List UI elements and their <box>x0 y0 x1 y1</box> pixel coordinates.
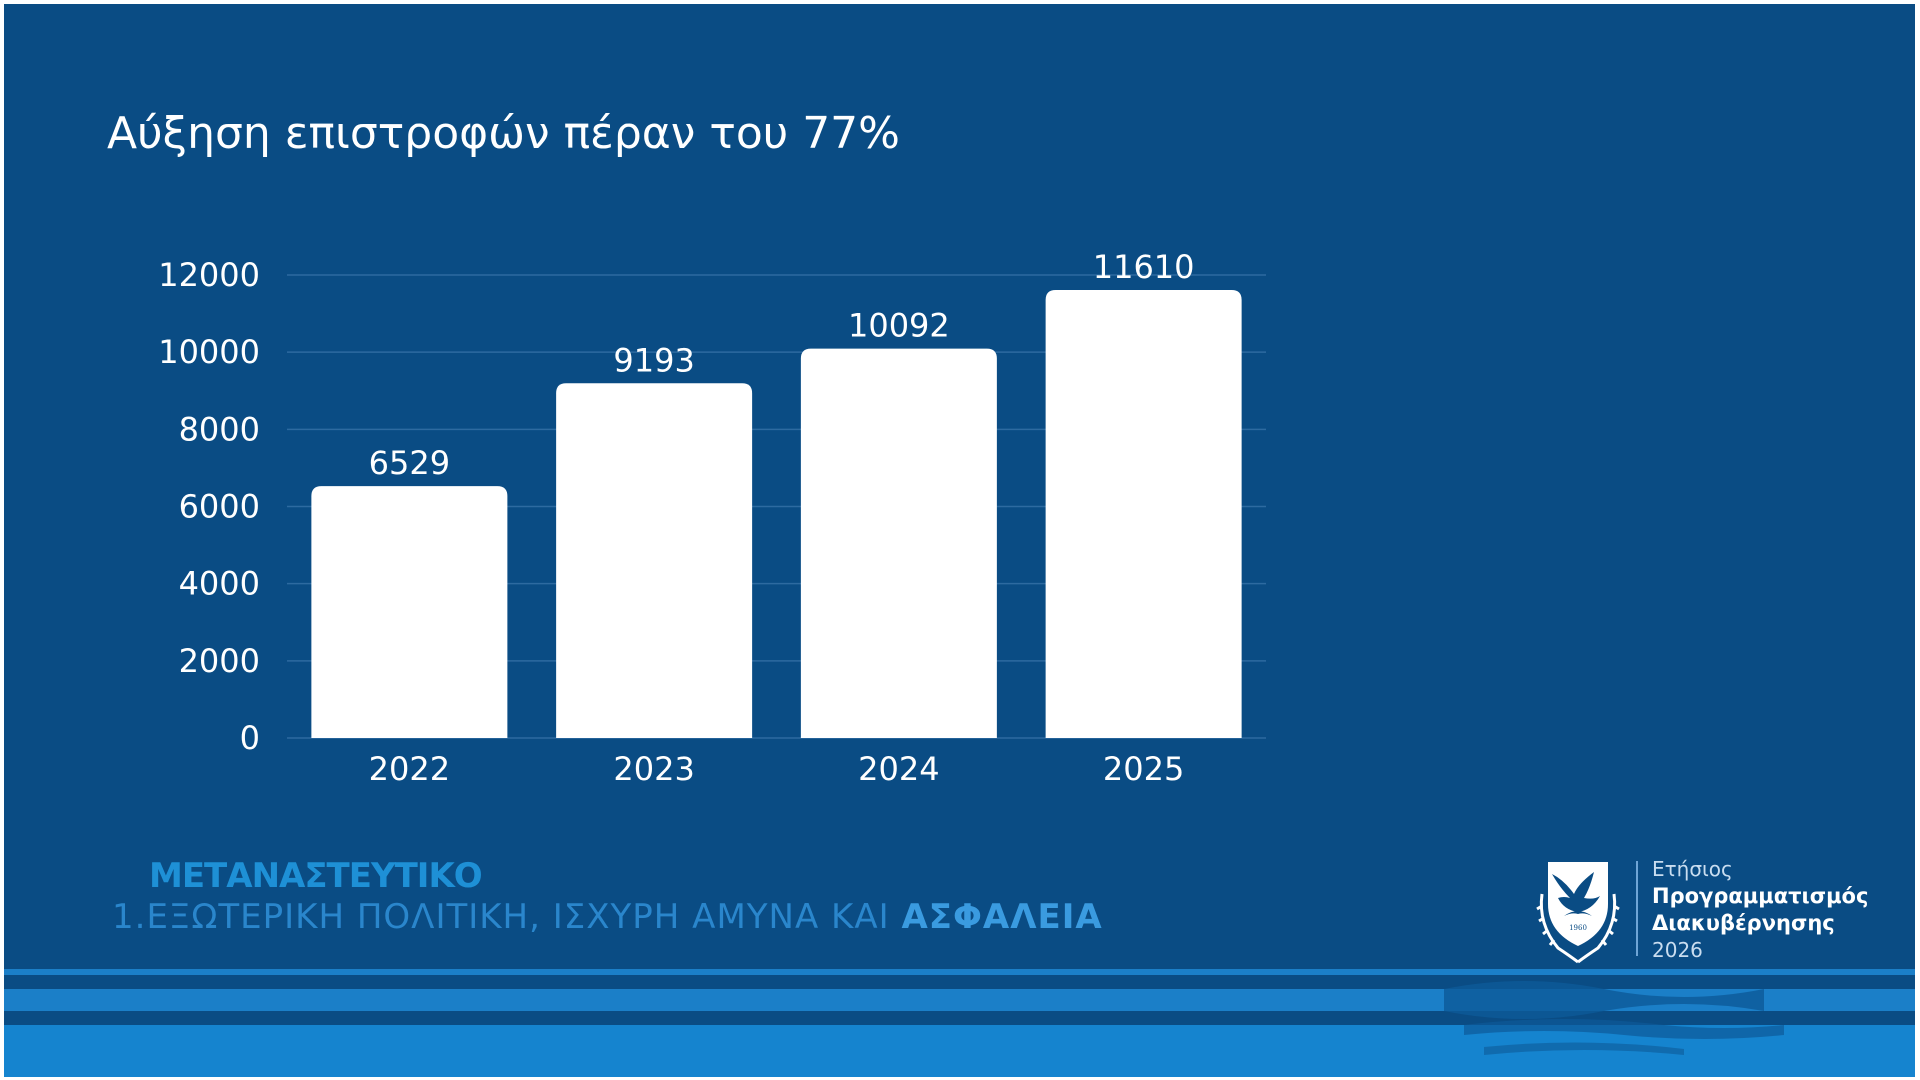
x-tick-label: 2024 <box>858 750 939 788</box>
y-tick-label: 12000 <box>158 256 260 294</box>
bar-chart: 0 2000 4000 6000 8000 10000 12000 6529 9193 1009… <box>158 248 1266 788</box>
program-line-4: 2026 <box>1652 938 1703 962</box>
program-line-2: Προγραμματισμός <box>1652 884 1869 908</box>
bar <box>311 486 508 738</box>
bar <box>556 383 753 738</box>
decorative-waves <box>4 969 1915 1077</box>
x-axis-ticks: 2022 2023 2024 2025 <box>369 750 1185 788</box>
y-tick-label: 2000 <box>179 642 260 680</box>
y-tick-label: 4000 <box>179 565 260 603</box>
data-labels: 6529 9193 10092 11610 <box>369 248 1195 482</box>
x-tick-label: 2025 <box>1103 750 1184 788</box>
logo-year: 1960 <box>1569 924 1587 932</box>
bar <box>1045 290 1242 738</box>
data-label: 10092 <box>848 307 950 345</box>
chart-title: Αύξηση επιστροφών πέραν του 77% <box>107 108 900 159</box>
data-label: 11610 <box>1093 248 1195 286</box>
y-tick-label: 8000 <box>179 410 260 448</box>
x-tick-label: 2022 <box>369 750 450 788</box>
program-label: Ετήσιος Προγραμματισμός Διακυβέρνησης 20… <box>1652 856 1868 964</box>
slide: Αύξηση επιστροφών πέραν του 77% 0 2000 400… <box>4 4 1915 1077</box>
footer-category: ΜΕΤΑΝΑΣΤΕΥΤΙΚΟ <box>149 856 483 896</box>
bars <box>311 290 1242 738</box>
logo-divider <box>1636 861 1638 956</box>
cyprus-coat-of-arms-icon: 1960 <box>1536 862 1620 964</box>
x-tick-label: 2023 <box>613 750 694 788</box>
y-tick-label: 0 <box>240 719 260 757</box>
data-label: 9193 <box>613 341 694 379</box>
y-tick-label: 6000 <box>179 488 260 526</box>
y-axis-ticks: 0 2000 4000 6000 8000 10000 12000 <box>158 256 260 757</box>
footer-pillar: 1.ΕΞΩΤΕΡΙΚΗ ΠΟΛΙΤΙΚΗ, ΙΣΧΥΡΗ ΑΜΥΝΑ ΚΑΙ Α… <box>112 897 1103 937</box>
program-line-3: Διακυβέρνησης <box>1652 911 1835 935</box>
program-line-1: Ετήσιος <box>1652 857 1733 881</box>
data-label: 6529 <box>369 444 450 482</box>
bar <box>800 348 997 738</box>
pillar-number: 1. <box>112 897 147 937</box>
pillar-text: ΕΞΩΤΕΡΙΚΗ ΠΟΛΙΤΙΚΗ, ΙΣΧΥΡΗ ΑΜΥΝΑ ΚΑΙ <box>146 897 902 937</box>
y-tick-label: 10000 <box>158 333 260 371</box>
pillar-strong: ΑΣΦΑΛΕΙΑ <box>901 897 1103 937</box>
